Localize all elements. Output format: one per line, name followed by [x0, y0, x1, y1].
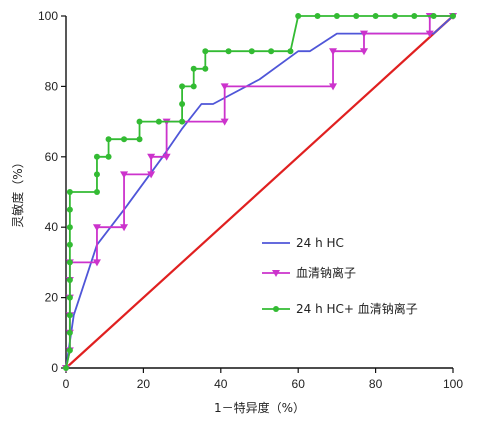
data-point — [372, 13, 379, 19]
data-point — [353, 13, 360, 19]
data-point — [314, 13, 321, 19]
data-point — [63, 365, 69, 371]
data-point — [66, 189, 73, 195]
data-point — [220, 118, 229, 126]
legend-marker — [272, 270, 280, 277]
x-tick-label: 80 — [369, 377, 383, 391]
data-point — [450, 13, 456, 19]
series-2 — [63, 13, 456, 371]
y-tick-label: 20 — [45, 291, 59, 305]
x-tick-label: 40 — [214, 377, 228, 391]
x-axis-title: 1－特异度（%） — [214, 400, 305, 415]
data-point — [391, 13, 398, 19]
data-point — [120, 171, 129, 179]
data-point — [120, 224, 129, 232]
axes: 0 20 40 60 80 100 0 20 40 60 80 100 — [38, 9, 463, 391]
data-point — [179, 101, 186, 107]
data-point — [92, 224, 101, 232]
data-point — [136, 136, 143, 143]
series-0 — [65, 15, 454, 369]
data-point — [66, 259, 73, 266]
series-line — [65, 15, 454, 369]
data-point — [220, 83, 229, 91]
y-tick-label: 100 — [38, 9, 58, 23]
legend-label: 24 h HC — [296, 236, 344, 250]
data-point — [295, 13, 302, 19]
data-point — [105, 153, 112, 160]
data-point — [93, 171, 100, 178]
y-tick-label: 0 — [51, 361, 58, 375]
data-point — [66, 294, 73, 301]
data-point — [202, 48, 209, 55]
data-point — [155, 118, 162, 125]
data-point — [66, 277, 73, 283]
data-point — [225, 48, 232, 55]
data-point — [430, 13, 437, 19]
x-tick-label: 0 — [63, 377, 70, 391]
y-tick-label: 60 — [45, 150, 59, 164]
data-point — [147, 171, 156, 179]
data-point — [66, 329, 73, 336]
data-point — [190, 65, 197, 72]
data-point — [93, 153, 100, 160]
data-point — [425, 30, 434, 38]
legend-item: 24 h HC+ 血清钠离子 — [262, 301, 418, 316]
data-point — [66, 312, 73, 319]
x-tick-label: 100 — [443, 377, 463, 391]
data-point — [92, 259, 101, 267]
x-tick-label: 20 — [137, 377, 151, 391]
data-point — [179, 83, 186, 90]
data-point — [202, 65, 209, 72]
y-axis-title: 灵敏度（%） — [10, 156, 25, 227]
y-tick-label: 80 — [45, 79, 59, 93]
data-point — [179, 118, 186, 125]
data-point — [136, 118, 143, 125]
data-point — [105, 136, 112, 143]
series-line — [65, 15, 454, 369]
data-point — [66, 241, 73, 248]
data-point — [66, 224, 73, 231]
data-point — [411, 13, 418, 19]
series-3 — [65, 15, 454, 369]
legend-label: 24 h HC+ 血清钠离子 — [296, 301, 418, 316]
data-point — [121, 136, 128, 143]
legend: 24 h HC 血清钠离子 24 h HC+ 血清钠离子 — [262, 236, 418, 316]
data-point — [162, 153, 171, 161]
data-point — [333, 13, 340, 19]
legend-marker — [273, 306, 279, 312]
data-point — [359, 30, 368, 38]
data-point — [268, 48, 275, 55]
data-point — [190, 83, 197, 90]
data-point — [66, 206, 73, 213]
legend-item: 血清钠离子 — [262, 265, 356, 280]
series-line — [65, 15, 453, 369]
data-point — [329, 48, 338, 56]
data-point — [359, 48, 368, 56]
legend-item: 24 h HC — [262, 236, 344, 250]
data-point — [147, 153, 156, 161]
data-point — [329, 83, 338, 91]
x-tick-label: 60 — [292, 377, 306, 391]
legend-label: 血清钠离子 — [296, 265, 356, 280]
data-point — [66, 347, 73, 354]
data-point — [93, 189, 100, 195]
data-point — [287, 48, 294, 55]
y-tick-label: 40 — [45, 220, 59, 234]
data-point — [248, 48, 255, 55]
series-layer — [62, 13, 457, 372]
